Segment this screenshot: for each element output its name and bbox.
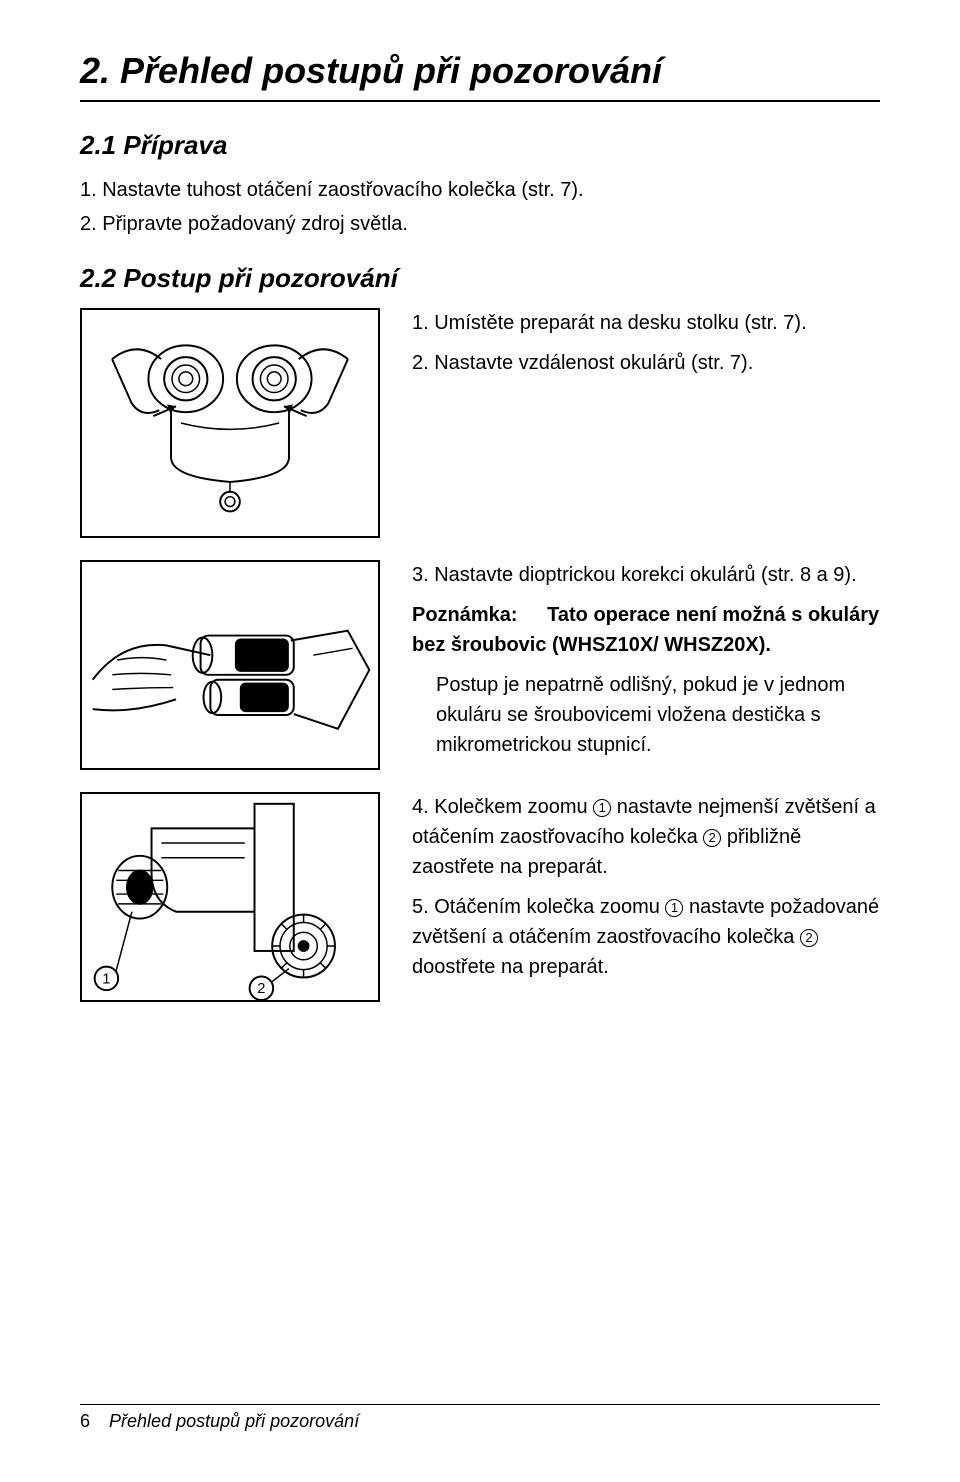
section-22-title: 2.2 Postup při pozorování	[80, 263, 880, 294]
steps-1-2: 1. Umístěte preparát na desku stolku (st…	[412, 308, 880, 388]
figure-eyepieces-top	[80, 308, 380, 538]
row-1: 1. Umístěte preparát na desku stolku (st…	[80, 308, 880, 538]
circled-2a: 2	[703, 829, 721, 847]
row-3: 1 2 4. Kolečkem zoomu 1 nastavte nejmenš…	[80, 792, 880, 1002]
section-21-item-1: 1. Nastavte tuhost otáčení zaostřovacího…	[80, 175, 880, 205]
section-21-title: 2.1 Příprava	[80, 130, 880, 161]
circled-1b: 1	[665, 899, 683, 917]
step-3b: Postup je nepatrně odlišný, pokud je v j…	[436, 670, 880, 760]
fig3-callout-1: 1	[102, 971, 110, 987]
section-21-item-2: 2. Připravte požadovaný zdroj světla.	[80, 209, 880, 239]
note: Poznámka: Tato operace není možná s okul…	[412, 600, 880, 660]
step-2: 2. Nastavte vzdálenost okulárů (str. 7).	[412, 348, 880, 378]
section-21-list: 1. Nastavte tuhost otáčení zaostřovacího…	[80, 175, 880, 239]
step-3: 3. Nastavte dioptrickou korekci okulárů …	[412, 560, 880, 590]
steps-3: 3. Nastavte dioptrickou korekci okulárů …	[412, 560, 880, 770]
step-5-a: 5. Otáčením kolečka zoomu	[412, 896, 665, 918]
footer-title: Přehled postupů při pozorování	[109, 1411, 359, 1431]
step-4-a: 4. Kolečkem zoomu	[412, 796, 593, 818]
fig3-callout-2: 2	[257, 981, 265, 997]
step-5: 5. Otáčením kolečka zoomu 1 nastavte pož…	[412, 892, 880, 982]
figure-zoom-focus: 1 2	[80, 792, 380, 1002]
circled-2b: 2	[800, 929, 818, 947]
page-heading: 2. Přehled postupů při pozorování	[80, 50, 880, 102]
note-label: Poznámka:	[412, 604, 518, 626]
step-1: 1. Umístěte preparát na desku stolku (st…	[412, 308, 880, 338]
circled-1a: 1	[593, 799, 611, 817]
step-4: 4. Kolečkem zoomu 1 nastavte nejmenší zv…	[412, 792, 880, 882]
figure-diopter-adjust	[80, 560, 380, 770]
page-footer: 6 Přehled postupů při pozorování	[80, 1404, 880, 1432]
footer-page-number: 6	[80, 1411, 90, 1431]
step-5-c: doostřete na preparát.	[412, 956, 609, 978]
row-2: 3. Nastavte dioptrickou korekci okulárů …	[80, 560, 880, 770]
steps-4-5: 4. Kolečkem zoomu 1 nastavte nejmenší zv…	[412, 792, 880, 992]
